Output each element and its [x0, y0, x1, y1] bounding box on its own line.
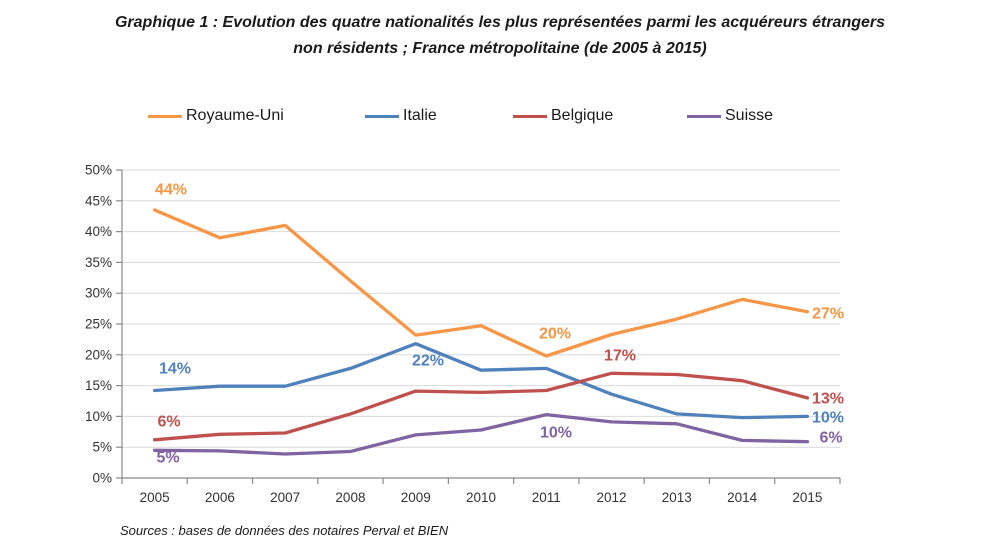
series-line-royaume-uni — [152, 208, 810, 358]
x-tick-label: 2010 — [466, 490, 496, 505]
data-label-20pct: 20% — [539, 326, 571, 343]
data-label-10pct: 10% — [812, 410, 844, 427]
y-tick-label: 0% — [92, 471, 112, 486]
data-label-44pct: 44% — [155, 182, 187, 199]
x-tick-label: 2005 — [140, 490, 170, 505]
source-note: Sources : bases de données des notaires … — [120, 523, 449, 538]
x-tick-label: 2012 — [597, 490, 627, 505]
series-line-belgique — [152, 371, 810, 442]
y-tick-label: 10% — [85, 409, 112, 424]
legend-label-suisse: Suisse — [725, 107, 774, 124]
data-label-5pct: 5% — [156, 450, 179, 467]
y-axis-tick-labels: 0% 5% 10% 15% 20% 25% 30% 35% 40% 45% 50% — [85, 163, 112, 486]
data-label-13pct: 13% — [812, 391, 844, 408]
legend-item-suisse: Suisse — [687, 104, 773, 128]
y-tick-label: 15% — [85, 378, 112, 393]
x-tick-label: 2006 — [205, 490, 235, 505]
line-chart: 0% 5% 10% 15% 20% 25% 30% 35% 40% 45% 50% 2005 2006… — [85, 163, 844, 506]
chart-title: Graphique 1 : Evolution des quatre natio… — [0, 10, 1000, 62]
series-lines — [152, 208, 810, 456]
chart-legend: Royaume-Uni Italie Belgique Suisse — [0, 104, 1000, 128]
axes — [116, 169, 841, 484]
chart-title-line2: non résidents ; France métropolitaine (d… — [293, 40, 707, 57]
gridlines — [122, 169, 840, 448]
legend-line-swatch-belgique — [513, 114, 547, 118]
legend-item-royaume-uni: Royaume-Uni — [148, 104, 284, 128]
legend-label-italie: Italie — [403, 107, 437, 124]
data-label-27pct: 27% — [812, 306, 844, 323]
y-tick-label: 45% — [85, 193, 112, 208]
y-tick-label: 50% — [85, 163, 112, 178]
series-line-italie — [152, 342, 810, 420]
legend-label-royaume-uni: Royaume-Uni — [186, 107, 284, 124]
chart-title-line1: Graphique 1 : Evolution des quatre natio… — [114, 14, 886, 31]
legend-line-swatch-italie — [365, 114, 399, 118]
x-tick-label: 2011 — [532, 490, 561, 505]
data-label-17pct: 17% — [604, 348, 636, 365]
y-tick-label: 35% — [85, 255, 112, 270]
y-tick-label: 30% — [85, 286, 112, 301]
legend-item-belgique: Belgique — [513, 104, 613, 128]
data-label-22pct: 22% — [412, 353, 444, 370]
legend-line-swatch-royaume-uni — [148, 114, 182, 118]
data-label-14pct: 14% — [159, 361, 191, 378]
y-tick-label: 5% — [92, 440, 112, 455]
legend-line-swatch-suisse — [687, 114, 721, 118]
data-point-labels: 44% 20% 27% 14% 22% 10% 6% 17% 13% 5% 10% 6% — [155, 182, 844, 467]
x-tick-label: 2008 — [335, 490, 365, 505]
x-tick-label: 2009 — [401, 490, 431, 505]
data-label-10pct: 10% — [540, 425, 572, 442]
series-line-suisse — [152, 412, 810, 456]
y-tick-label: 40% — [85, 224, 112, 239]
x-tick-label: 2015 — [792, 490, 822, 505]
legend-item-italie: Italie — [365, 104, 437, 128]
x-tick-label: 2007 — [270, 490, 300, 505]
x-tick-label: 2014 — [727, 490, 758, 505]
y-tick-label: 20% — [85, 347, 112, 362]
x-tick-label: 2013 — [662, 490, 692, 505]
data-label-6pct: 6% — [819, 430, 842, 447]
y-tick-label: 25% — [85, 317, 112, 332]
data-label-6pct: 6% — [157, 414, 180, 431]
legend-label-belgique: Belgique — [551, 107, 614, 124]
x-axis-year-labels: 2005 2006 2007 2008 2009 2010 2011 2012 2013 2014… — [140, 490, 823, 505]
